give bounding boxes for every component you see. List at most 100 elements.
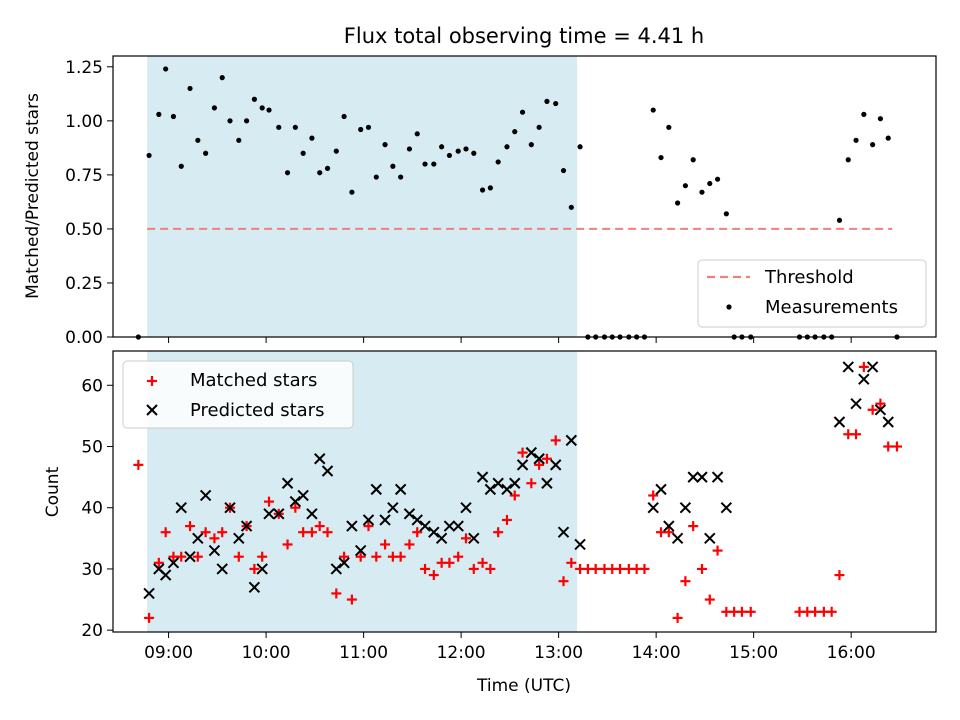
measurement-point xyxy=(455,148,461,154)
predicted-stars-point xyxy=(696,471,708,483)
predicted-stars-point xyxy=(370,483,382,496)
matched-stars-point xyxy=(282,539,293,550)
measurement-point xyxy=(243,118,250,124)
count-y-axis-label: Count xyxy=(43,466,63,517)
measurement-point xyxy=(560,167,567,174)
matched-stars-point xyxy=(460,533,471,544)
matched-stars-point xyxy=(420,563,431,574)
x-tick-label: 13:00 xyxy=(534,643,583,663)
matched-stars-point xyxy=(322,527,333,538)
measurements-legend-label: Measurements xyxy=(765,297,898,318)
matched-stars-point xyxy=(875,398,886,409)
measurement-point xyxy=(163,66,169,72)
predicted-stars-point xyxy=(216,563,228,575)
measurement-point xyxy=(284,170,291,176)
predicted-stars-point xyxy=(233,532,245,545)
measurement-point xyxy=(266,107,272,113)
predicted-legend-swatch xyxy=(146,404,158,416)
measurement-point xyxy=(300,150,306,156)
predicted-stars-point xyxy=(557,526,570,538)
matched-stars-point xyxy=(144,612,155,623)
y-tick-label: 30 xyxy=(81,560,103,580)
measurement-point xyxy=(178,163,184,169)
y-tick-label: 1.25 xyxy=(65,58,103,78)
predicted-stars-point xyxy=(321,465,334,477)
matched-stars-point xyxy=(851,429,862,440)
measurement-point xyxy=(333,148,339,154)
predicted-stars-point xyxy=(387,502,399,514)
predicted-stars-point xyxy=(720,502,733,514)
measurement-point xyxy=(885,135,891,141)
measurement-point xyxy=(682,183,688,189)
predicted-stars-point xyxy=(338,557,350,569)
measurement-point xyxy=(714,176,721,182)
ratio-legend-box xyxy=(697,259,927,328)
measurement-point xyxy=(422,161,428,167)
y-tick-label: 0.25 xyxy=(65,274,103,294)
matched-stars-point xyxy=(346,594,357,605)
predicted-stars-point xyxy=(192,532,204,545)
matched-stars-point xyxy=(526,478,537,489)
matched-stars-point xyxy=(404,539,415,550)
measurements-legend-swatch xyxy=(726,304,732,310)
matched-stars-point xyxy=(363,521,374,532)
measurement-point xyxy=(146,152,152,159)
matched-stars-point xyxy=(314,521,325,532)
count-plot-frame xyxy=(112,350,937,633)
predicted-stars-point xyxy=(224,502,236,514)
matched-legend-label: Matched stars xyxy=(190,370,317,391)
matched-stars-point xyxy=(534,459,545,470)
measurement-point xyxy=(723,211,729,217)
predicted-stars-point xyxy=(525,446,538,459)
predicted-stars-point xyxy=(655,483,667,496)
matched-stars-point xyxy=(485,563,496,574)
predicted-stars-point xyxy=(297,489,309,502)
measurement-point xyxy=(577,144,583,150)
matched-stars-point xyxy=(331,588,342,599)
predicted-stars-point xyxy=(346,520,358,532)
measurement-point xyxy=(479,187,486,193)
matched-stars-point xyxy=(298,527,309,538)
matched-stars-point xyxy=(745,606,756,617)
predicted-stars-point xyxy=(647,502,659,514)
measurement-point xyxy=(349,189,355,195)
matched-stars-point xyxy=(176,551,187,562)
measurement-point xyxy=(504,144,510,150)
measurement-point xyxy=(406,146,413,152)
matched-stars-point xyxy=(264,496,275,507)
predicted-stars-point xyxy=(248,581,261,594)
matched-stars-point xyxy=(306,527,317,538)
measurement-point xyxy=(674,200,681,206)
measurement-point xyxy=(170,113,177,120)
measurement-point xyxy=(292,124,298,130)
ratio-panel: 0.00 0.25 0.50 0.75 1.00 1.25 Matched/Predict… xyxy=(23,55,937,348)
matched-stars-point xyxy=(891,441,902,452)
measurement-point xyxy=(431,161,437,167)
count-legend-box xyxy=(122,360,354,429)
predicted-stars-point xyxy=(175,502,187,514)
ratio-y-axis-label: Matched/Predicted stars xyxy=(23,93,43,299)
predicted-stars-point xyxy=(460,502,472,514)
count-y-ticks: 20 30 40 50 60 xyxy=(81,376,113,641)
chart-title: Flux total observing time = 4.41 h xyxy=(344,24,704,48)
matched-stars-point xyxy=(412,527,423,538)
predicted-stars-point xyxy=(362,514,375,526)
measurement-point xyxy=(519,109,526,115)
matched-stars-point xyxy=(615,563,626,574)
predicted-stars-point xyxy=(419,520,431,532)
predicted-stars-point xyxy=(314,453,326,465)
predicted-stars-point xyxy=(306,508,318,520)
matched-stars-point xyxy=(200,527,211,538)
predicted-stars-point xyxy=(289,495,302,508)
predicted-stars-point xyxy=(501,483,513,496)
predicted-stars-point xyxy=(452,520,464,532)
matched-stars-point xyxy=(233,551,244,562)
predicted-stars-point xyxy=(208,544,221,557)
matched-stars-point xyxy=(468,563,479,574)
measurement-point xyxy=(699,189,705,195)
measurement-point xyxy=(544,98,550,104)
predicted-stars-point xyxy=(866,361,879,373)
matched-legend-swatch xyxy=(147,376,157,386)
x-tick-label: 12:00 xyxy=(437,643,486,663)
